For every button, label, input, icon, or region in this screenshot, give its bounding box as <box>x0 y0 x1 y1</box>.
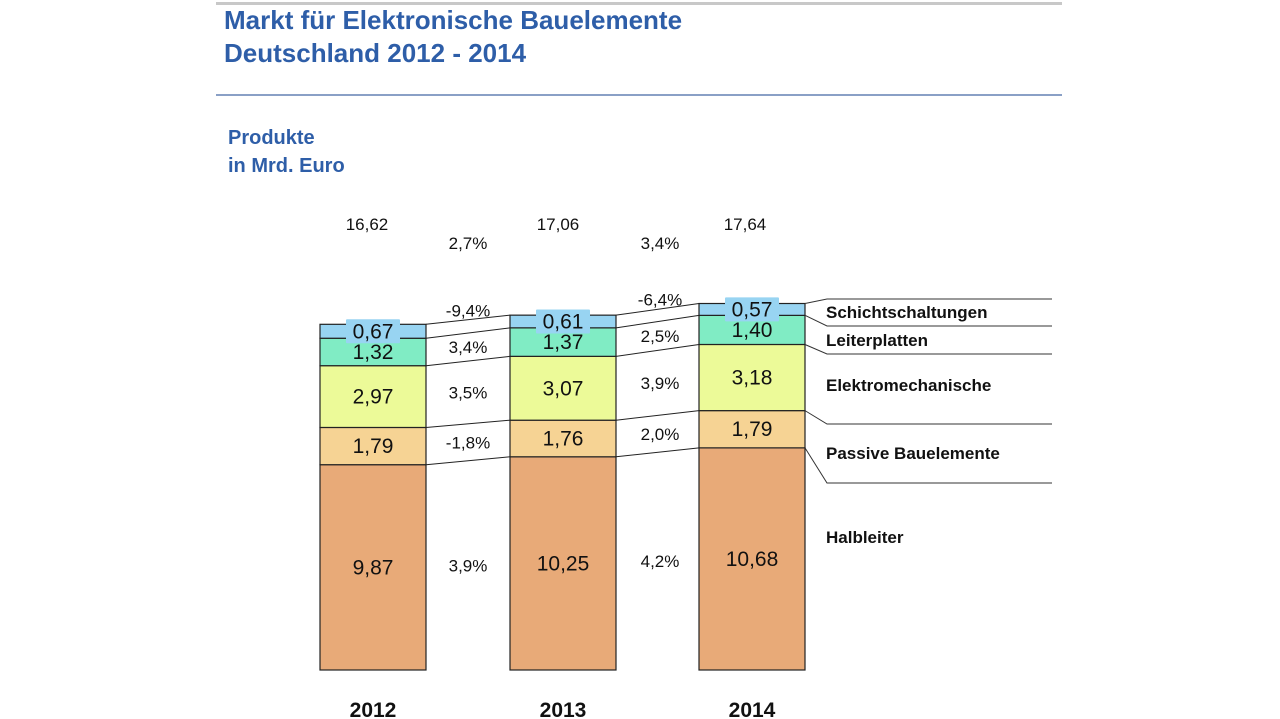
legend-label-leiterplatten: Leiterplatten <box>826 331 928 350</box>
legend-leader-line-4 <box>804 447 1052 484</box>
legend-leader-line-2 <box>804 344 1052 355</box>
value-label-halbleiter-2013: 10,25 <box>537 552 590 575</box>
title-line-1: Markt für Elektronische Bauelemente <box>224 5 683 35</box>
value-label-passive-bauelemente-2012: 1,79 <box>353 435 394 458</box>
subtitle-line-2: in Mrd. Euro <box>228 155 345 177</box>
growth-label-total-0: 2,7% <box>449 234 488 253</box>
total-label-2013: 17,06 <box>537 215 580 234</box>
connector-line-1-1 <box>615 447 700 458</box>
bar-passive-bauelemente-2013 <box>509 419 617 458</box>
value-label-schichtschaltungen-2012: 0,67 <box>353 320 394 343</box>
bar-passive-bauelemente-2014 <box>698 410 806 449</box>
connector-line-1-4 <box>615 314 700 329</box>
total-label-2014: 17,64 <box>724 215 767 234</box>
growth-label-halbleiter-1: 4,2% <box>641 552 680 571</box>
value-label-schichtschaltungen-2014: 0,57 <box>732 298 773 321</box>
value-label-leiterplatten-2014: 1,40 <box>732 319 773 342</box>
value-label-leiterplatten-2012: 1,32 <box>353 341 394 364</box>
value-label-elektromechanische-2012: 2,97 <box>353 386 394 409</box>
growth-label-schichtschaltungen-1: -6,4% <box>638 290 682 309</box>
growth-label-elektromechanische-1: 3,9% <box>641 374 680 393</box>
legend-leader-line-3 <box>804 410 1052 425</box>
top-rule <box>216 2 1062 5</box>
connector-line-0-1 <box>425 456 511 466</box>
chart-subtitle: Produkte in Mrd. Euro <box>228 124 345 180</box>
connector-line-0-2 <box>425 419 511 428</box>
growth-label-elektromechanische-0: 3,5% <box>449 383 488 402</box>
growth-label-passive-bauelemente-1: 2,0% <box>641 425 680 444</box>
legend-label-passive-bauelemente: Passive Bauelemente <box>826 444 1000 463</box>
growth-label-schichtschaltungen-0: -9,4% <box>446 301 490 320</box>
connector-line-0-3 <box>425 355 511 367</box>
value-label-bg-leiterplatten-2014 <box>725 317 779 342</box>
bar-elektromechanische-2014 <box>698 343 806 412</box>
title-rule <box>216 94 1062 96</box>
value-label-leiterplatten-2013: 1,37 <box>543 331 584 354</box>
legend-leader-line-0 <box>804 298 1052 304</box>
legend-label-schichtschaltungen: Schichtschaltungen <box>826 303 988 322</box>
growth-label-halbleiter-0: 3,9% <box>449 556 488 575</box>
growth-label-leiterplatten-0: 3,4% <box>449 338 488 357</box>
connector-line-1-5 <box>615 303 700 316</box>
connector-line-1-3 <box>615 343 700 357</box>
legend-leader-line-1 <box>804 314 1052 327</box>
connector-line-0-5 <box>425 314 511 325</box>
growth-label-total-1: 3,4% <box>641 234 680 253</box>
chart-title: Markt für Elektronische Bauelemente Deut… <box>224 4 682 70</box>
category-label-2013: 2013 <box>540 699 587 719</box>
category-label-2014: 2014 <box>729 699 776 719</box>
value-label-bg-schichtschaltungen-2014 <box>725 297 779 322</box>
value-label-halbleiter-2012: 9,87 <box>353 556 394 579</box>
value-label-passive-bauelemente-2014: 1,79 <box>732 418 773 441</box>
value-label-elektromechanische-2013: 3,07 <box>543 377 584 400</box>
value-label-halbleiter-2014: 10,68 <box>726 548 779 571</box>
bar-halbleiter-2014 <box>698 447 806 671</box>
category-label-2012: 2012 <box>350 699 397 719</box>
value-label-schichtschaltungen-2013: 0,61 <box>543 310 584 333</box>
legend-label-halbleiter: Halbleiter <box>826 528 904 547</box>
title-line-2: Deutschland 2012 - 2014 <box>224 38 527 68</box>
value-label-bg-leiterplatten-2013 <box>536 330 590 355</box>
bar-elektromechanische-2013 <box>509 355 617 421</box>
value-label-passive-bauelemente-2013: 1,76 <box>543 427 584 450</box>
value-label-bg-schichtschaltungen-2012 <box>346 319 400 344</box>
value-label-bg-schichtschaltungen-2013 <box>536 309 590 334</box>
bar-passive-bauelemente-2012 <box>319 426 427 466</box>
total-label-2012: 16,62 <box>346 215 389 234</box>
value-label-elektromechanische-2014: 3,18 <box>732 367 773 390</box>
growth-label-leiterplatten-1: 2,5% <box>641 327 680 346</box>
bar-elektromechanische-2012 <box>319 365 427 429</box>
legend-label-elektromechanische: Elektromechanische <box>826 376 991 395</box>
subtitle-line-1: Produkte <box>228 127 315 149</box>
bar-halbleiter-2013 <box>509 456 617 671</box>
value-label-bg-leiterplatten-2012 <box>346 339 400 364</box>
connector-line-0-4 <box>425 327 511 339</box>
connector-line-1-2 <box>615 410 700 421</box>
growth-label-passive-bauelemente-0: -1,8% <box>446 433 490 452</box>
